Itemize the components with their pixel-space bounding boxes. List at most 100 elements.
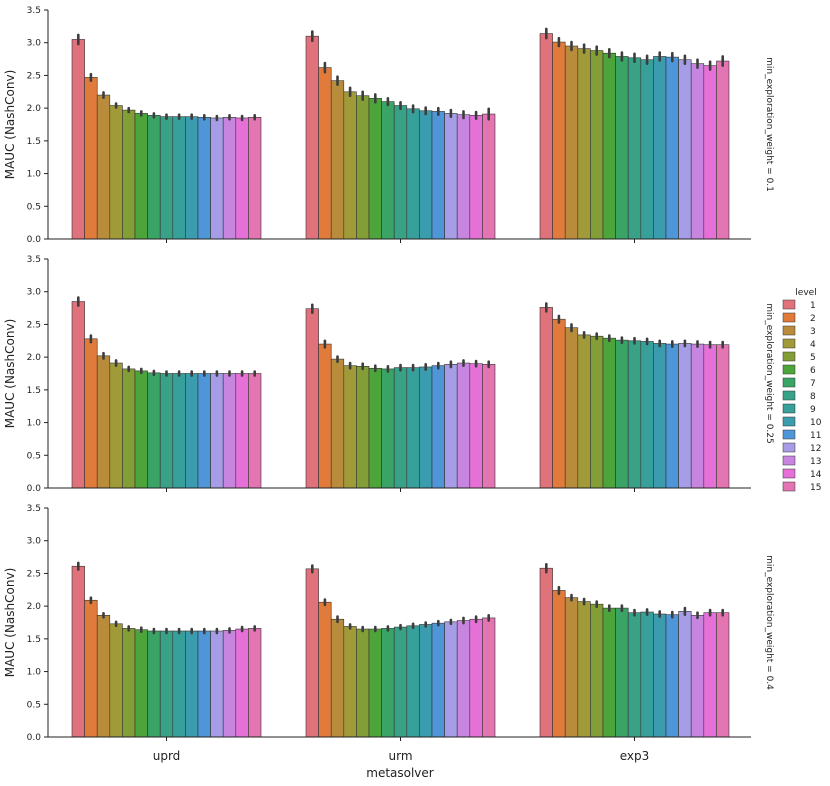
bar-exp3-level-7	[615, 56, 629, 240]
bar-uprd-level-11	[197, 630, 211, 738]
bar-uprd-level-3	[96, 615, 111, 738]
bar-uprd-level-11	[197, 117, 211, 240]
bar-exp3-level-4	[577, 601, 591, 738]
bar-exp3-level-14	[703, 65, 717, 240]
bar-exp3-level-8	[627, 57, 642, 240]
bar-urm-level-14	[469, 618, 483, 738]
bar-uprd-level-6	[134, 370, 148, 489]
facet-panel-1: 0.0 0.5 1.0 1.5 2.0 2.5 3.0 3.5 MAUC (NashConv) m…	[3, 6, 774, 245]
bar-exp3-level-10	[653, 56, 667, 240]
bar-uprd-level-9	[172, 630, 186, 738]
bar-exp3-level-8	[627, 340, 642, 489]
bar-uprd-level-12	[210, 373, 224, 489]
bar-exp3-level-9	[640, 341, 654, 489]
bar-urm-level-11	[431, 622, 445, 738]
legend-swatch-9	[782, 403, 796, 414]
bar-urm-level-1	[305, 308, 319, 489]
bar-urm-level-5	[356, 628, 370, 738]
y-axis-title: MAUC (NashConv)	[3, 319, 17, 429]
legend-label-4: 4	[810, 340, 816, 350]
legend-label-8: 8	[810, 392, 816, 402]
bar-exp3-level-5	[590, 603, 604, 738]
y-tick-label: 1.5	[27, 386, 41, 396]
bar-uprd-level-3	[96, 355, 111, 489]
legend-label-7: 7	[810, 379, 816, 389]
bar-urm-level-15	[482, 364, 496, 489]
legend-label-14: 14	[810, 470, 822, 480]
y-tick-label: 0.0	[27, 235, 42, 245]
bar-exp3-level-13	[690, 615, 705, 738]
y-tick-label: 3.0	[27, 537, 42, 547]
facet-panel-2: 0.0 0.5 1.0 1.5 2.0 2.5 3.0 3.5 MAUC (NashConv) m…	[3, 255, 774, 494]
bar-uprd-level-15	[248, 373, 262, 489]
legend-swatch-14	[782, 468, 796, 479]
bar-urm-level-9	[406, 108, 420, 240]
bar-urm-level-3	[330, 80, 345, 240]
bar-urm-level-15	[482, 113, 496, 240]
bar-urm-level-7	[381, 101, 395, 240]
y-tick-label: 1.5	[27, 635, 41, 645]
bar-uprd-level-2	[84, 77, 98, 240]
bar-urm-level-11	[431, 365, 445, 489]
y-tick-label: 3.0	[27, 39, 42, 49]
bar-exp3-level-11	[665, 343, 679, 489]
bar-urm-level-10	[419, 110, 433, 240]
legend-swatch-10	[782, 416, 796, 427]
bar-urm-level-5	[356, 366, 370, 489]
bar-uprd-level-1	[71, 39, 85, 240]
facet-label: min_exploration_weight = 0.1	[764, 57, 774, 192]
bar-urm-level-13	[456, 620, 471, 738]
bar-exp3-level-3	[564, 597, 579, 738]
bar-exp3-level-12	[678, 343, 692, 489]
legend-swatch-6	[782, 364, 796, 375]
bar-uprd-level-6	[134, 629, 148, 738]
legend-swatch-3	[782, 325, 796, 336]
bar-exp3-level-6	[602, 52, 616, 240]
bar-urm-level-13	[456, 362, 471, 489]
legend-swatch-2	[782, 312, 796, 323]
y-tick-label: 1.0	[27, 419, 42, 429]
bar-urm-level-14	[469, 115, 483, 240]
bar-uprd-level-14	[235, 117, 249, 240]
bar-urm-level-3	[330, 618, 345, 738]
bar-uprd-level-8	[159, 116, 174, 240]
legend-label-6: 6	[810, 366, 816, 376]
legend-swatch-4	[782, 338, 796, 349]
bar-urm-level-13	[456, 114, 471, 240]
bar-urm-level-6	[368, 367, 382, 489]
bar-exp3-level-4	[577, 334, 591, 489]
bar-uprd-level-4	[109, 105, 123, 240]
bar-exp3-level-13	[690, 343, 705, 489]
bar-urm-level-6	[368, 628, 382, 738]
bar-uprd-level-15	[248, 628, 262, 738]
bar-urm-level-7	[381, 368, 395, 489]
bar-exp3-level-6	[602, 337, 616, 489]
y-tick-label: 3.5	[27, 255, 41, 265]
bar-urm-level-4	[343, 626, 357, 738]
legend-label-5: 5	[810, 353, 816, 363]
bar-uprd-level-14	[235, 628, 249, 738]
bar-exp3-level-7	[615, 607, 629, 738]
bar-uprd-level-10	[185, 630, 199, 738]
bar-uprd-level-15	[248, 117, 262, 240]
bar-urm-level-8	[393, 105, 408, 240]
bar-exp3-level-9	[640, 59, 654, 240]
bar-urm-level-6	[368, 98, 382, 240]
x-category-label: urm	[388, 749, 412, 763]
bar-uprd-level-3	[96, 94, 111, 240]
bar-uprd-level-13	[222, 117, 237, 240]
bar-urm-level-15	[482, 617, 496, 738]
bar-uprd-level-12	[210, 630, 224, 738]
bar-urm-level-1	[305, 568, 319, 738]
legend-label-9: 9	[810, 405, 816, 415]
x-category-label: exp3	[620, 749, 650, 763]
bar-uprd-level-2	[84, 338, 98, 489]
bar-urm-level-2	[318, 343, 332, 489]
legend-swatch-7	[782, 377, 796, 388]
bar-exp3-level-10	[653, 613, 667, 738]
y-axis-title: MAUC (NashConv)	[3, 568, 17, 678]
bar-uprd-level-9	[172, 116, 186, 240]
bar-urm-level-10	[419, 366, 433, 489]
